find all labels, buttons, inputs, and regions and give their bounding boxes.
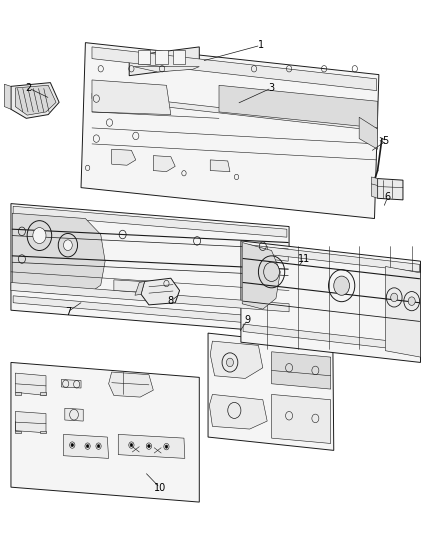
Circle shape	[408, 297, 415, 305]
Text: 3: 3	[268, 83, 275, 93]
Circle shape	[165, 445, 168, 448]
Polygon shape	[242, 243, 280, 309]
Polygon shape	[209, 394, 267, 429]
Circle shape	[148, 445, 150, 448]
Polygon shape	[13, 206, 287, 237]
Polygon shape	[118, 434, 185, 458]
Text: 9: 9	[244, 315, 251, 325]
Text: 11: 11	[298, 254, 311, 263]
Polygon shape	[272, 394, 331, 443]
Circle shape	[130, 443, 133, 447]
Polygon shape	[141, 278, 180, 305]
Polygon shape	[13, 296, 287, 326]
Polygon shape	[11, 204, 289, 333]
Polygon shape	[11, 362, 199, 502]
Polygon shape	[65, 408, 83, 421]
Text: 7: 7	[65, 307, 71, 317]
Polygon shape	[114, 280, 158, 293]
Polygon shape	[11, 282, 289, 312]
Polygon shape	[81, 43, 379, 219]
Polygon shape	[15, 392, 21, 395]
Text: 8: 8	[168, 296, 174, 306]
Polygon shape	[112, 149, 136, 165]
Polygon shape	[109, 372, 153, 397]
Polygon shape	[210, 341, 263, 378]
Polygon shape	[241, 241, 420, 362]
Circle shape	[64, 240, 72, 251]
Polygon shape	[92, 80, 171, 115]
Polygon shape	[385, 266, 420, 357]
Polygon shape	[15, 431, 21, 433]
Polygon shape	[243, 324, 420, 352]
Polygon shape	[40, 392, 46, 395]
Text: 1: 1	[258, 41, 264, 50]
Circle shape	[86, 445, 89, 448]
Polygon shape	[40, 431, 46, 433]
Polygon shape	[138, 50, 150, 64]
Circle shape	[97, 445, 100, 448]
Polygon shape	[371, 177, 378, 198]
Polygon shape	[135, 281, 145, 295]
Text: 10: 10	[154, 483, 166, 492]
Polygon shape	[359, 117, 378, 149]
Polygon shape	[15, 373, 46, 395]
Polygon shape	[92, 47, 377, 91]
Polygon shape	[64, 434, 109, 458]
Polygon shape	[219, 85, 378, 128]
Circle shape	[334, 276, 350, 295]
Polygon shape	[4, 84, 11, 109]
Polygon shape	[61, 379, 81, 388]
Polygon shape	[129, 47, 199, 76]
Polygon shape	[245, 246, 288, 261]
Polygon shape	[272, 352, 331, 389]
Polygon shape	[155, 50, 168, 64]
Polygon shape	[243, 244, 420, 272]
Polygon shape	[208, 333, 334, 450]
Circle shape	[71, 443, 74, 447]
Polygon shape	[153, 156, 175, 172]
Polygon shape	[134, 67, 199, 72]
Polygon shape	[210, 160, 230, 172]
Polygon shape	[15, 85, 56, 115]
Polygon shape	[11, 83, 59, 118]
Polygon shape	[378, 179, 403, 200]
Polygon shape	[173, 50, 185, 64]
Polygon shape	[92, 93, 377, 131]
Text: 5: 5	[382, 136, 389, 146]
Circle shape	[391, 293, 398, 302]
Circle shape	[264, 262, 279, 281]
Polygon shape	[12, 213, 105, 296]
Circle shape	[33, 228, 46, 244]
Polygon shape	[15, 411, 46, 433]
Text: 6: 6	[385, 192, 391, 202]
Text: 2: 2	[25, 83, 32, 93]
Circle shape	[226, 358, 233, 367]
